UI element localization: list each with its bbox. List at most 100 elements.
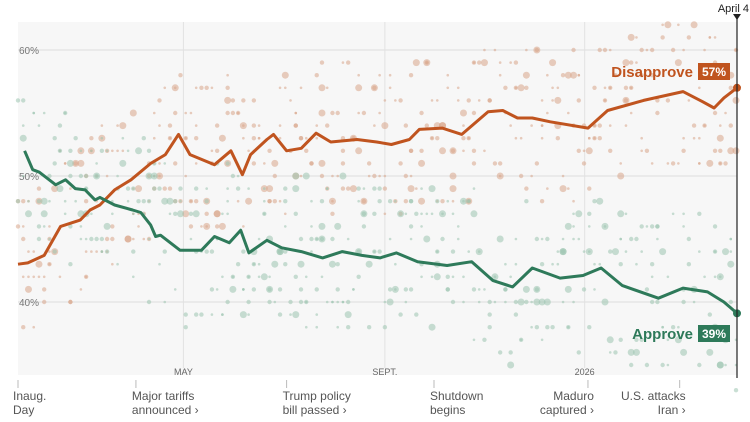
- poll-dot: [83, 199, 89, 204]
- poll-dot: [318, 84, 326, 92]
- poll-dot: [514, 237, 518, 241]
- poll-dot: [15, 224, 21, 229]
- poll-dot: [723, 161, 728, 166]
- poll-dot: [649, 47, 655, 53]
- poll-dot: [289, 99, 292, 102]
- poll-dot: [635, 262, 638, 266]
- poll-dot: [355, 147, 363, 155]
- poll-dot: [608, 124, 612, 127]
- poll-dot: [171, 84, 179, 92]
- event-label: Iran ›: [658, 403, 686, 417]
- poll-dot: [564, 285, 572, 293]
- poll-dot: [383, 212, 387, 216]
- poll-dot: [318, 235, 326, 243]
- poll-dot: [357, 73, 360, 77]
- poll-dot: [226, 73, 229, 77]
- poll-dot: [116, 124, 119, 127]
- poll-dot: [158, 162, 161, 165]
- poll-dot: [283, 86, 287, 90]
- poll-dot: [540, 136, 544, 140]
- poll-dot: [732, 96, 740, 104]
- poll-dot: [184, 136, 188, 140]
- poll-dot: [136, 199, 141, 204]
- poll-dot: [487, 98, 492, 103]
- poll-dot: [225, 161, 230, 166]
- poll-dot: [477, 250, 481, 253]
- poll-dot: [37, 124, 41, 127]
- poll-dot: [456, 99, 460, 102]
- poll-dot: [251, 123, 257, 128]
- poll-dot: [319, 199, 325, 204]
- poll-dot: [640, 250, 643, 253]
- poll-dot: [267, 199, 272, 204]
- poll-dot: [283, 225, 287, 228]
- poll-dot: [383, 99, 387, 102]
- poll-dot: [360, 210, 368, 218]
- current-date-arrow-icon: [733, 14, 741, 20]
- poll-dot: [357, 199, 360, 203]
- poll-dot: [336, 300, 340, 304]
- poll-dot: [209, 287, 215, 292]
- poll-dot: [226, 212, 229, 216]
- poll-dot: [398, 312, 403, 317]
- poll-dot: [315, 136, 319, 140]
- poll-dot: [618, 262, 623, 267]
- poll-dot: [346, 237, 350, 241]
- poll-dot: [703, 48, 706, 52]
- poll-dot: [496, 235, 504, 243]
- poll-dot: [257, 262, 261, 266]
- poll-dot: [706, 348, 714, 356]
- poll-dot: [167, 186, 173, 191]
- poll-dot: [63, 199, 67, 203]
- poll-dot: [288, 299, 293, 305]
- poll-dot: [504, 300, 507, 304]
- poll-dot: [487, 312, 492, 317]
- poll-dot: [549, 59, 557, 67]
- poll-dot: [503, 85, 508, 91]
- poll-dot: [382, 325, 388, 330]
- poll-dot: [456, 86, 460, 90]
- poll-dot: [330, 236, 335, 242]
- poll-dot: [524, 299, 529, 305]
- poll-dot: [394, 99, 397, 102]
- poll-dot: [724, 363, 727, 367]
- poll-dot: [267, 299, 272, 305]
- poll-dot: [315, 313, 319, 316]
- poll-dot: [445, 274, 450, 279]
- poll-dot: [110, 236, 115, 242]
- poll-dot: [424, 60, 429, 65]
- poll-dot: [263, 187, 266, 190]
- poll-dot: [230, 173, 236, 179]
- poll-dot: [587, 325, 592, 330]
- poll-dot: [430, 99, 434, 102]
- poll-dot: [716, 134, 724, 142]
- poll-dot: [378, 174, 381, 178]
- event-label: Trump policy: [283, 389, 351, 403]
- poll-dot: [178, 186, 183, 191]
- poll-dot: [68, 299, 73, 305]
- poll-dot: [93, 172, 101, 180]
- x-tick-label: MAY: [174, 367, 193, 377]
- poll-dot: [439, 147, 447, 155]
- poll-dot: [596, 197, 604, 205]
- poll-dot: [592, 199, 597, 204]
- poll-dot: [577, 73, 581, 77]
- poll-dot: [472, 61, 476, 64]
- poll-dot: [251, 136, 257, 141]
- poll-dot: [408, 73, 414, 78]
- poll-dot: [32, 111, 36, 115]
- poll-dot: [214, 224, 220, 229]
- poll-dot: [414, 312, 419, 317]
- poll-dot: [513, 312, 519, 317]
- poll-dot: [674, 336, 682, 344]
- poll-dot: [271, 260, 279, 268]
- poll-dot: [450, 249, 456, 254]
- poll-dot: [430, 275, 434, 279]
- poll-dot: [42, 111, 46, 115]
- poll-dot: [335, 262, 340, 267]
- poll-dot: [292, 185, 300, 193]
- poll-dot: [21, 199, 26, 204]
- poll-dot: [729, 237, 733, 241]
- poll-dot: [95, 250, 98, 253]
- poll-dot: [246, 274, 251, 279]
